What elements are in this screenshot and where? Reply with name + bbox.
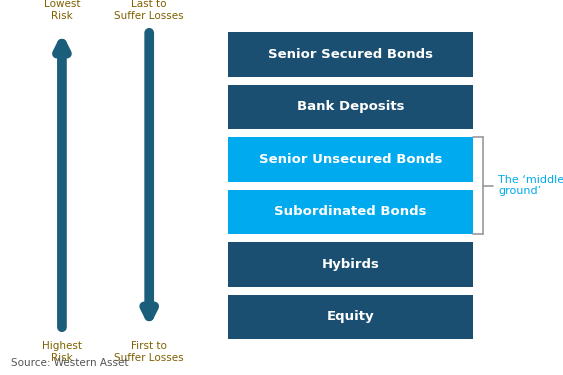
Text: Equity: Equity [327, 310, 374, 323]
Text: Hybirds: Hybirds [321, 258, 379, 271]
Text: Last to
Suffer Losses: Last to Suffer Losses [114, 0, 184, 21]
Text: The ‘middle
ground’: The ‘middle ground’ [498, 175, 563, 196]
Text: Senior Secured Bonds: Senior Secured Bonds [268, 48, 433, 61]
Text: Lowest
Risk: Lowest Risk [44, 0, 80, 21]
FancyBboxPatch shape [228, 242, 473, 286]
Text: Highest
Risk: Highest Risk [42, 341, 82, 363]
Text: First to
Suffer Losses: First to Suffer Losses [114, 341, 184, 363]
Text: Bank Deposits: Bank Deposits [297, 100, 404, 113]
FancyBboxPatch shape [228, 85, 473, 129]
FancyBboxPatch shape [228, 190, 473, 234]
FancyBboxPatch shape [228, 295, 473, 339]
Text: Subordinated Bonds: Subordinated Bonds [274, 206, 427, 218]
Text: Senior Unsecured Bonds: Senior Unsecured Bonds [259, 153, 442, 166]
FancyBboxPatch shape [228, 137, 473, 182]
FancyBboxPatch shape [228, 32, 473, 76]
Text: Source: Western Asset: Source: Western Asset [11, 357, 129, 368]
